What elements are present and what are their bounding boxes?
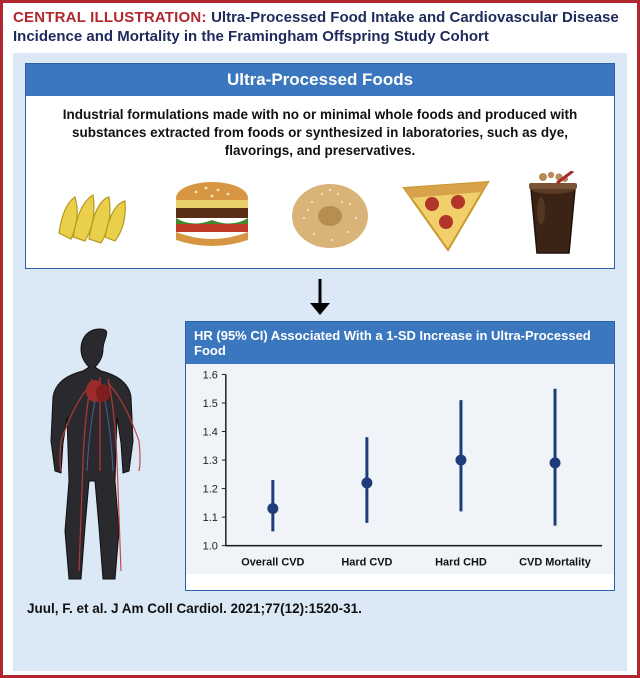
chart-card: HR (95% CI) Associated With a 1-SD Incre… <box>185 321 615 591</box>
citation: Juul, F. et al. J Am Coll Cardiol. 2021;… <box>25 591 615 618</box>
soda-icon <box>517 171 589 259</box>
svg-text:Overall CVD: Overall CVD <box>241 557 304 569</box>
svg-text:Hard CHD: Hard CHD <box>435 557 487 569</box>
svg-text:1.6: 1.6 <box>203 370 218 382</box>
chart-title: HR (95% CI) Associated With a 1-SD Incre… <box>186 322 614 364</box>
forest-plot: 1.0 1.1 1.2 1.3 1.4 1.5 1.6 Overall CVD Hard CVD… <box>186 364 614 574</box>
svg-text:1.5: 1.5 <box>203 398 218 410</box>
figure-header: CENTRAL ILLUSTRATION: Ultra-Processed Fo… <box>13 9 627 53</box>
foods-card-body: Industrial formulations made with no or … <box>26 96 614 269</box>
chips-icon <box>51 177 139 253</box>
svg-text:CVD Mortality: CVD Mortality <box>519 557 592 569</box>
anatomy-figure <box>25 321 175 591</box>
pizza-slice-icon <box>398 174 494 256</box>
burger-icon <box>162 174 262 256</box>
svg-text:1.4: 1.4 <box>203 427 218 439</box>
svg-text:1.2: 1.2 <box>203 484 218 496</box>
svg-text:1.1: 1.1 <box>203 512 218 524</box>
svg-text:1.0: 1.0 <box>203 541 218 553</box>
foods-card: Ultra-Processed Foods Industrial formula… <box>25 63 615 270</box>
figure-frame: CENTRAL ILLUSTRATION: Ultra-Processed Fo… <box>0 0 640 678</box>
down-arrow <box>25 277 615 317</box>
header-label: CENTRAL ILLUSTRATION: <box>13 9 207 26</box>
foods-row <box>40 170 600 260</box>
svg-text:Hard CVD: Hard CVD <box>341 557 392 569</box>
content-area: Ultra-Processed Foods Industrial formula… <box>13 53 627 672</box>
bottom-row: HR (95% CI) Associated With a 1-SD Incre… <box>25 321 615 591</box>
svg-text:1.3: 1.3 <box>203 455 218 467</box>
foods-card-title: Ultra-Processed Foods <box>26 64 614 96</box>
bagel-icon <box>284 174 376 256</box>
chart-body: 1.0 1.1 1.2 1.3 1.4 1.5 1.6 Overall CVD Hard CVD… <box>186 364 614 574</box>
foods-definition: Industrial formulations made with no or … <box>40 106 600 161</box>
